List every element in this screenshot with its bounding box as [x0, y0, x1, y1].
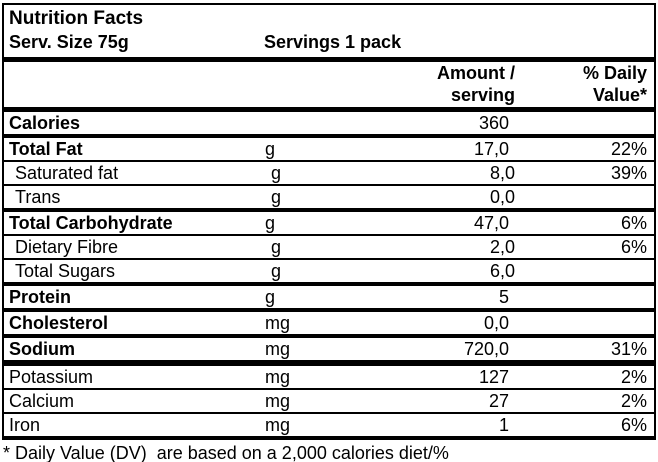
nutrient-daily-value: 31%: [610, 339, 647, 359]
column-header-daily-line2: Value*: [592, 85, 647, 105]
column-header-amount-line2: serving: [450, 85, 515, 105]
nutrient-amount: 17,0: [473, 139, 509, 159]
nutrient-unit: mg: [265, 367, 291, 387]
nutrient-amount: 0,0: [489, 187, 515, 207]
nutrient-unit: g: [271, 187, 282, 207]
nutrient-unit: g: [271, 163, 282, 183]
column-header-amount-line1: Amount /: [437, 63, 515, 83]
nutrient-amount: 720,0: [463, 339, 509, 359]
nutrient-unit: g: [265, 139, 276, 159]
nutrient-amount: 360: [478, 113, 509, 133]
nutrient-daily-value: 6%: [620, 213, 647, 233]
servings-count: Servings 1 pack: [264, 32, 402, 52]
serving-info-row: Serv. Size 75g Servings 1 pack: [9, 31, 654, 54]
nutrient-label: Potassium: [9, 367, 94, 387]
nutrient-amount: 0,0: [483, 313, 509, 333]
column-header-amount: Amount / serving: [309, 62, 515, 106]
nutrient-daily-value: 22%: [610, 139, 647, 159]
nutrient-row: Sodium mg 720,0 31%: [4, 334, 654, 360]
column-header-row: Amount / serving % Daily Value*: [4, 62, 654, 112]
nutrient-amount: 27: [488, 391, 509, 411]
nutrient-label: Protein: [9, 287, 72, 307]
nutrient-unit: mg: [265, 313, 291, 333]
nutrient-label: Calcium: [9, 391, 75, 411]
nutrient-row: Saturated fat g 8,0 39%: [4, 160, 654, 184]
nutrient-unit: g: [265, 287, 276, 307]
column-header-spacer: [4, 62, 309, 106]
nutrient-unit: g: [271, 237, 282, 257]
column-header-daily-line1: % Daily: [582, 63, 647, 83]
nutrient-row: Total Sugars g 6,0: [4, 258, 654, 282]
nutrient-daily-value: 2%: [620, 367, 647, 387]
nutrient-unit: g: [265, 213, 276, 233]
nutrient-row: Trans g 0,0: [4, 184, 654, 208]
nutrient-row: Iron mg 1 6%: [4, 412, 654, 436]
nutrient-unit: g: [271, 261, 282, 281]
nutrient-amount: 47,0: [473, 213, 509, 233]
nutrient-label: Calories: [9, 113, 81, 133]
nutrient-label: Total Fat: [9, 139, 83, 159]
nutrient-label: Saturated fat: [15, 163, 119, 183]
nutrient-label: Dietary Fibre: [15, 237, 119, 257]
footnote: * Daily Value (DV) are based on a 2,000 …: [3, 443, 449, 462]
nutrient-label: Total Sugars: [15, 261, 116, 281]
table-title: Nutrition Facts: [9, 8, 144, 29]
nutrient-daily-value: 6%: [620, 237, 647, 257]
nutrient-amount: 5: [498, 287, 509, 307]
nutrient-row: Calories 360: [4, 112, 654, 134]
nutrient-unit: mg: [265, 391, 291, 411]
nutrient-unit: mg: [265, 339, 291, 359]
nutrient-daily-value: 6%: [620, 415, 647, 435]
nutrient-row: Cholesterol mg 0,0: [4, 308, 654, 334]
nutrient-row: Protein g 5: [4, 282, 654, 308]
nutrient-daily-value: 2%: [620, 391, 647, 411]
nutrient-daily-value: 39%: [610, 163, 647, 183]
nutrient-label: Cholesterol: [9, 313, 109, 333]
nutrient-amount: 2,0: [489, 237, 515, 257]
nutrient-rows: Calories 360 Total Fat g 17,0 22% Saturated fa…: [4, 112, 654, 436]
nutrient-row: Total Carbohydrate g 47,0 6%: [4, 208, 654, 234]
nutrient-amount: 6,0: [489, 261, 515, 281]
nutrient-row: Total Fat g 17,0 22%: [4, 134, 654, 160]
nutrient-label: Iron: [9, 415, 41, 435]
nutrient-row: Potassium mg 127 2%: [4, 360, 654, 388]
nutrient-row: Calcium mg 27 2%: [4, 388, 654, 412]
serving-size: Serv. Size 75g: [9, 32, 129, 52]
column-header-daily-value: % Daily Value*: [515, 62, 654, 106]
nutrient-amount: 127: [478, 367, 509, 387]
table-header: Nutrition Facts Serv. Size 75g Servings …: [4, 5, 654, 62]
nutrient-row: Dietary Fibre g 2,0 6%: [4, 234, 654, 258]
nutrient-label: Trans: [15, 187, 61, 207]
nutrition-facts-table: Nutrition Facts Serv. Size 75g Servings …: [2, 3, 656, 440]
nutrient-label: Total Carbohydrate: [9, 213, 173, 233]
nutrient-amount: 1: [498, 415, 509, 435]
nutrient-label: Sodium: [9, 339, 75, 359]
nutrient-amount: 8,0: [489, 163, 515, 183]
nutrient-unit: mg: [265, 415, 291, 435]
